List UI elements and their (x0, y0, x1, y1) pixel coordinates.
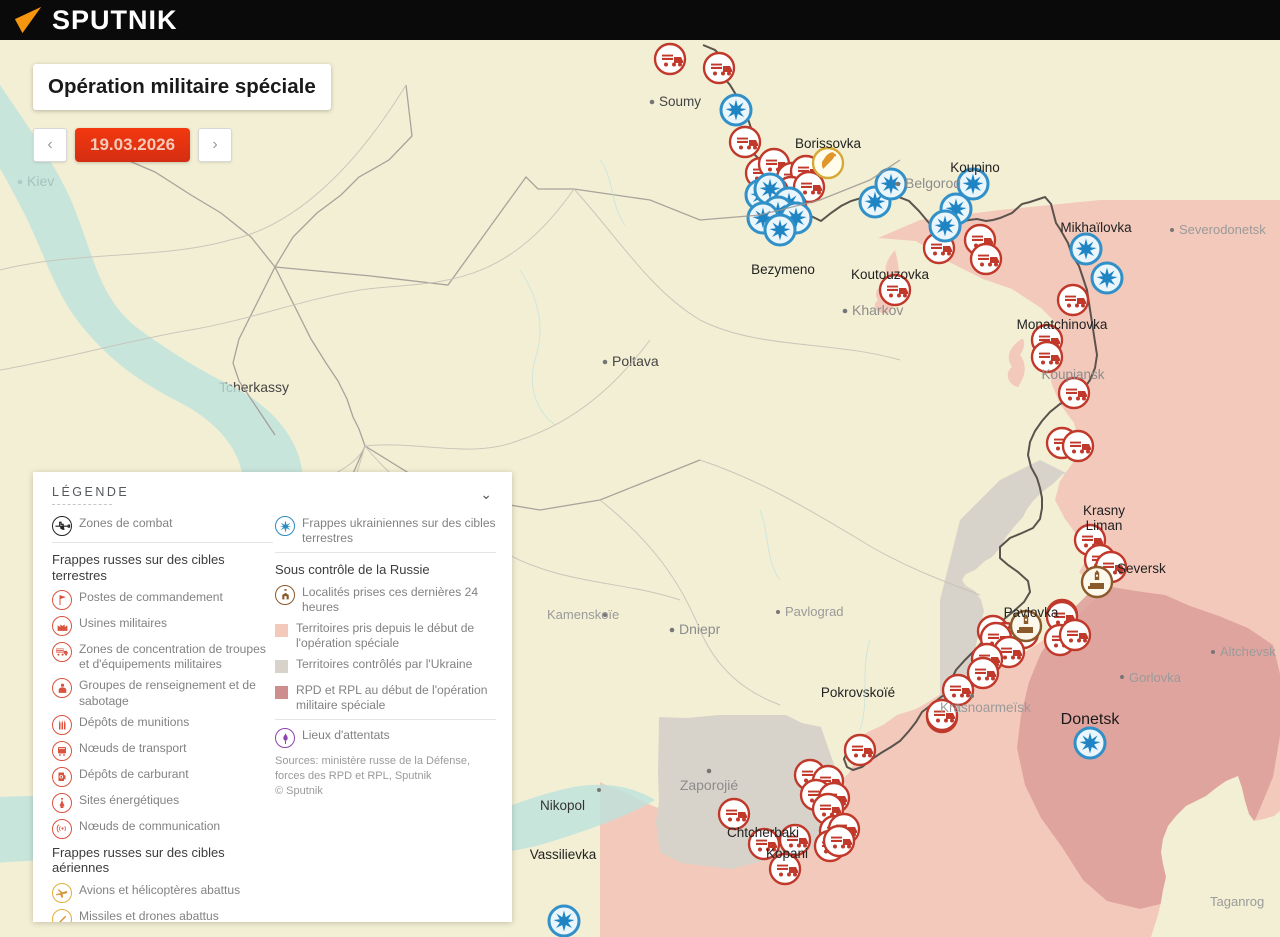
svg-text:Nikopol: Nikopol (540, 798, 585, 813)
svg-text:Taganrog: Taganrog (1210, 894, 1264, 909)
svg-text:Altchevsk: Altchevsk (1220, 644, 1276, 659)
svg-text:Pokrovskoïé: Pokrovskoïé (821, 685, 895, 700)
svg-text:Seversk: Seversk (1117, 561, 1166, 576)
svg-text:Bezymeno: Bezymeno (751, 262, 815, 277)
svg-text:Gorlovka: Gorlovka (1129, 670, 1182, 685)
svg-text:Chtcherbaki: Chtcherbaki (727, 825, 799, 840)
svg-text:Mikhaïlovka: Mikhaïlovka (1060, 220, 1132, 235)
svg-text:Poltava: Poltava (612, 353, 659, 369)
svg-text:Pavlovka: Pavlovka (1004, 605, 1059, 620)
svg-text:Kamenskoïe: Kamenskoïe (547, 607, 619, 622)
svg-text:Koupiansk: Koupiansk (1041, 367, 1104, 382)
svg-text:Soumy: Soumy (659, 94, 701, 109)
svg-text:Monatchinovka: Monatchinovka (1017, 317, 1108, 332)
svg-text:Krasnoarmeïsk: Krasnoarmeïsk (940, 700, 1031, 715)
svg-text:Krasny: Krasny (1083, 503, 1125, 518)
svg-text:Donetsk: Donetsk (1061, 711, 1121, 728)
svg-text:Koutouzovka: Koutouzovka (851, 267, 930, 282)
svg-text:Pavlograd: Pavlograd (785, 604, 844, 619)
svg-text:Koupino: Koupino (950, 160, 1000, 175)
svg-text:Zaporojié: Zaporojié (680, 777, 739, 793)
svg-text:Kopani: Kopani (766, 846, 808, 861)
svg-text:Borissovka: Borissovka (795, 136, 862, 151)
svg-text:Severodonetsk: Severodonetsk (1179, 222, 1266, 237)
svg-text:Belgorod: Belgorod (905, 175, 961, 191)
svg-text:Vassilievka: Vassilievka (530, 847, 597, 862)
svg-text:Kharkov: Kharkov (852, 302, 903, 318)
svg-text:Liman: Liman (1086, 518, 1123, 533)
